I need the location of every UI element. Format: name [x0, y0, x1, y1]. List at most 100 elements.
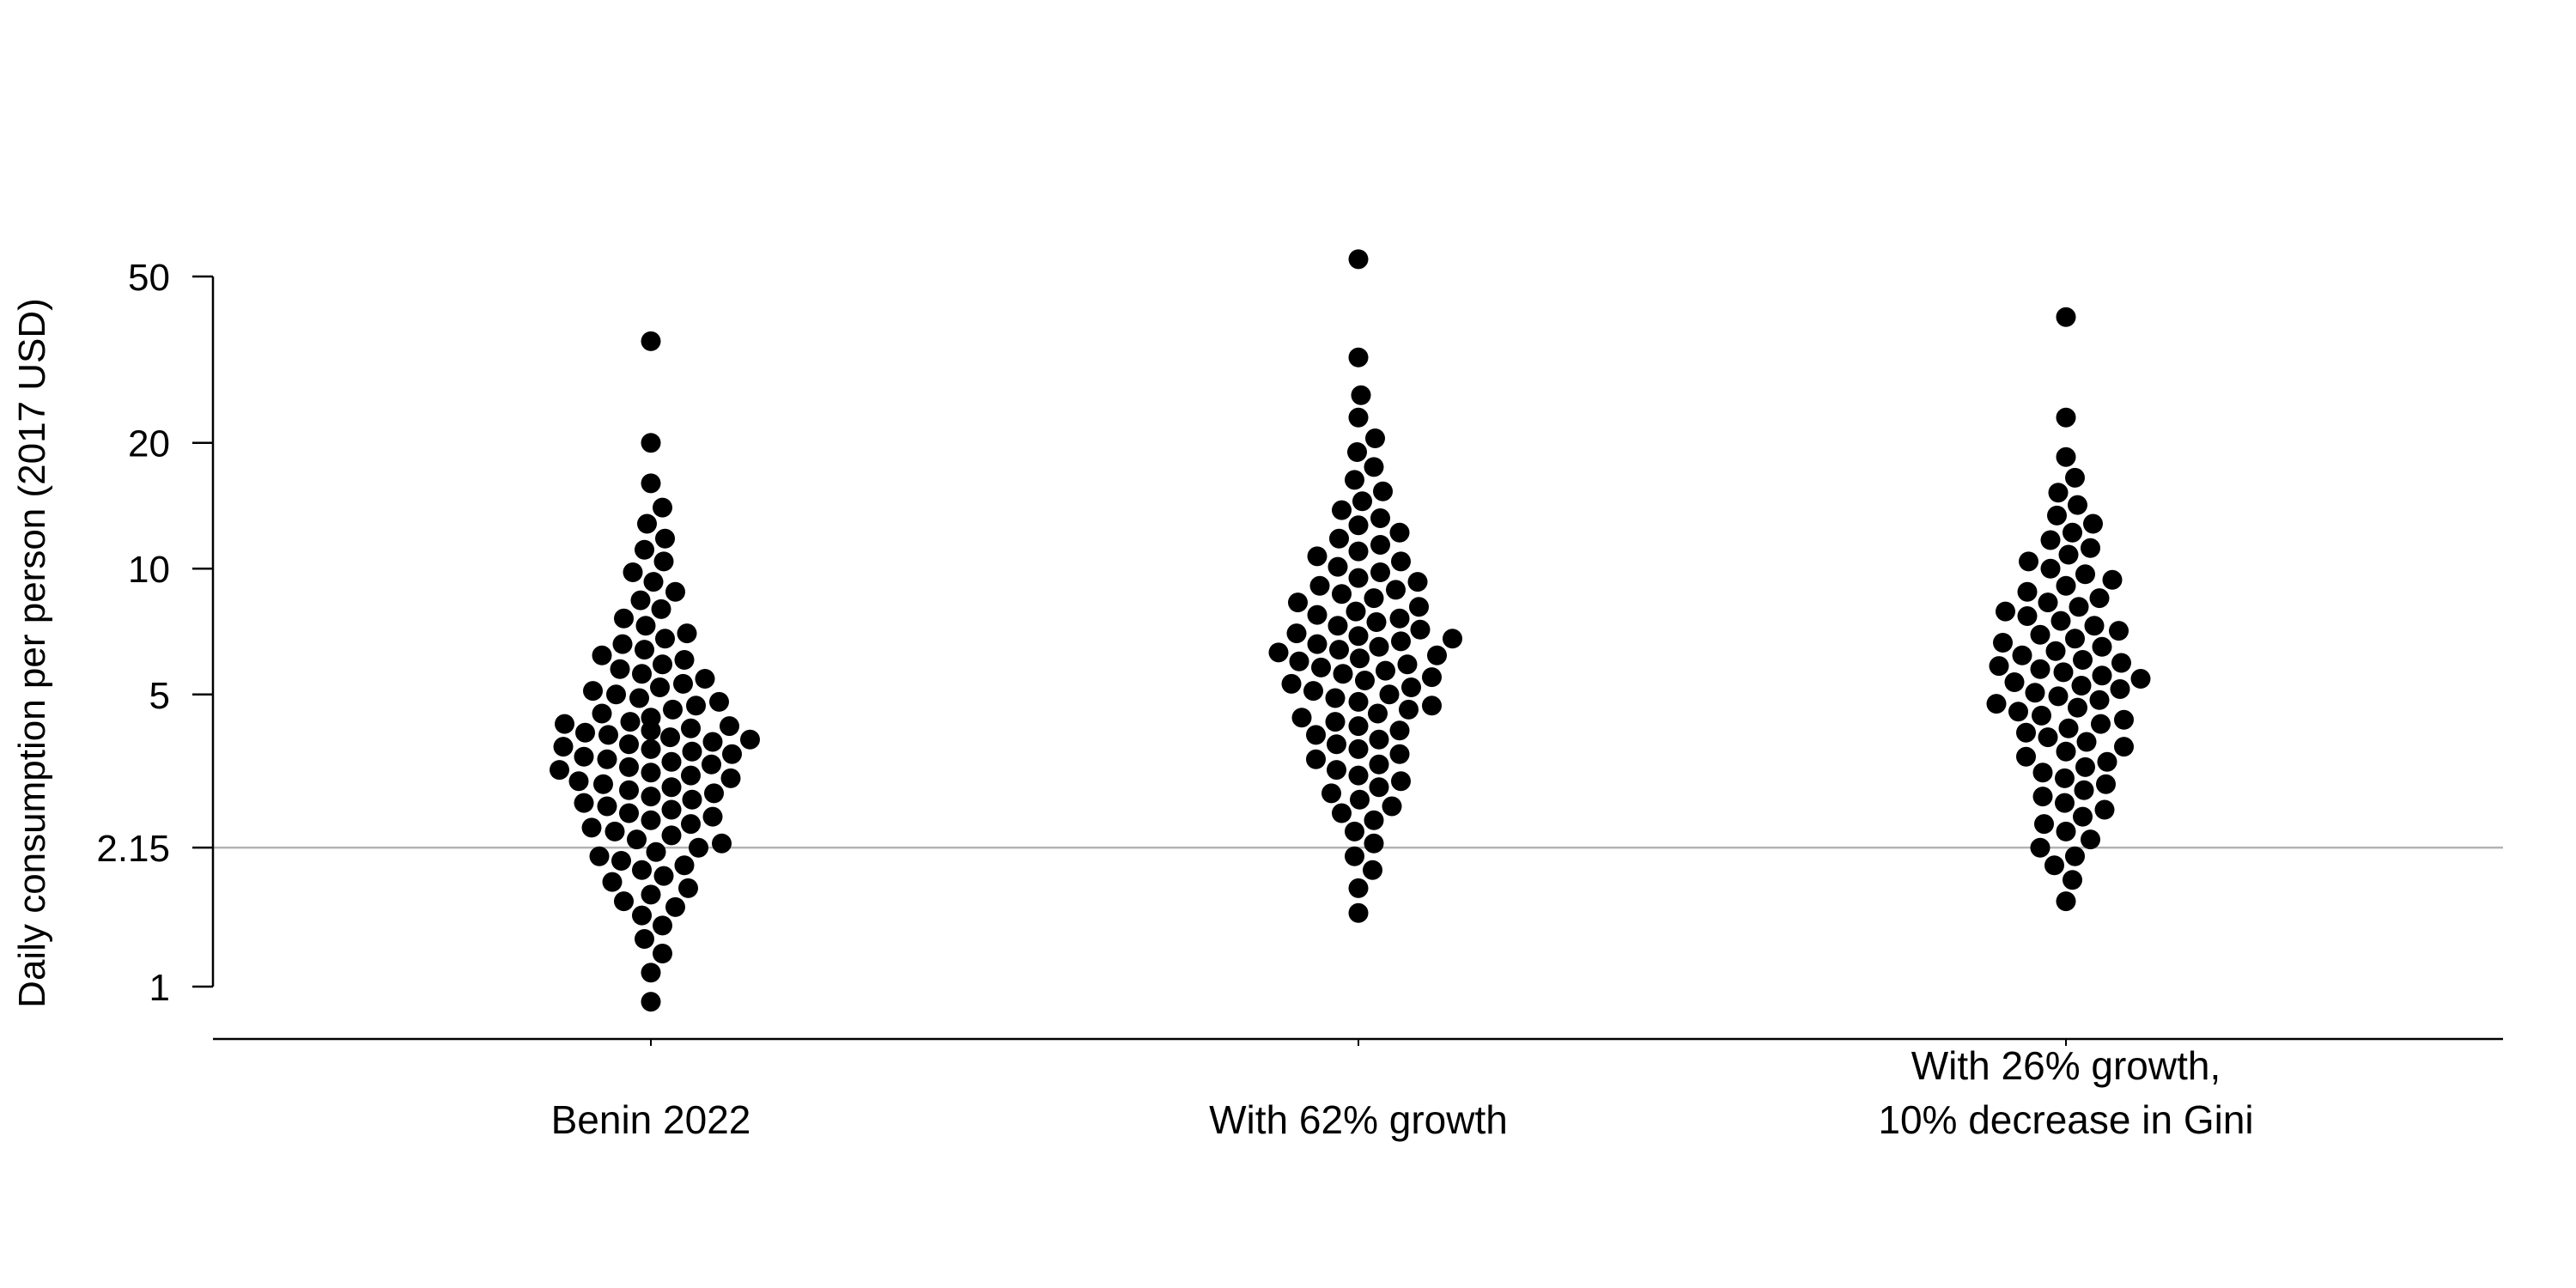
data-point-s0-9 [678, 878, 698, 898]
data-point-s2-10 [2055, 793, 2075, 813]
data-point-s1-22 [1389, 720, 1410, 741]
data-point-s0-55 [575, 722, 595, 743]
data-point-s0-45 [574, 746, 594, 767]
data-point-s2-36 [2004, 672, 2025, 692]
data-point-s1-81 [1347, 442, 1367, 462]
data-point-s0-4 [653, 915, 672, 936]
data-point-s1-21 [1306, 725, 1326, 745]
data-point-s1-8 [1382, 796, 1402, 817]
data-point-s2-26 [2114, 709, 2134, 730]
data-point-s2-64 [2058, 544, 2079, 565]
data-point-s1-79 [1345, 470, 1364, 490]
data-point-s1-41 [1289, 651, 1309, 671]
data-point-s2-16 [2075, 756, 2095, 777]
data-point-s0-72 [632, 664, 652, 684]
data-point-s0-24 [641, 810, 661, 830]
data-point-s0-51 [702, 732, 723, 752]
data-point-s1-9 [1350, 789, 1370, 810]
data-point-s1-85 [1348, 347, 1369, 368]
points-layer [550, 249, 2151, 1012]
data-point-s1-53 [1327, 616, 1348, 636]
data-point-s1-35 [1355, 671, 1375, 690]
data-point-s1-38 [1376, 660, 1395, 681]
data-point-s1-50 [1348, 626, 1369, 647]
data-point-s0-79 [655, 629, 675, 649]
y-tick-label-0: 1 [149, 967, 170, 1009]
data-point-s0-27 [661, 799, 682, 820]
data-point-s1-68 [1391, 551, 1411, 572]
data-point-s0-22 [581, 817, 602, 838]
data-point-s0-68 [583, 681, 603, 702]
data-point-s0-85 [665, 581, 685, 602]
data-point-s2-70 [2068, 495, 2087, 515]
data-point-s1-17 [1389, 744, 1410, 764]
data-point-s1-46 [1369, 636, 1389, 657]
data-point-s1-75 [1370, 508, 1390, 528]
data-point-s1-39 [1311, 657, 1331, 677]
data-point-s2-24 [2058, 718, 2079, 738]
data-point-s1-66 [1370, 562, 1390, 582]
data-point-s1-37 [1333, 664, 1353, 684]
data-point-s2-56 [2038, 592, 2058, 613]
data-point-s0-33 [619, 780, 639, 800]
data-point-s1-14 [1327, 760, 1346, 781]
data-point-s0-12 [632, 860, 652, 880]
data-point-s2-23 [2016, 722, 2036, 743]
data-point-s0-86 [643, 572, 664, 592]
data-point-s1-55 [1389, 608, 1410, 629]
data-point-s1-3 [1345, 846, 1364, 866]
data-point-s2-9 [2094, 799, 2115, 820]
data-point-s2-62 [2040, 558, 2061, 579]
data-point-s0-80 [677, 623, 697, 644]
data-point-s0-50 [619, 734, 639, 755]
data-point-s1-43 [1427, 645, 1447, 665]
data-point-s1-54 [1366, 612, 1387, 632]
data-point-s1-56 [1307, 605, 1327, 625]
data-point-s2-12 [2074, 780, 2094, 800]
data-point-s0-54 [598, 725, 618, 745]
data-point-s0-25 [702, 806, 723, 827]
data-point-s2-53 [2017, 606, 2038, 626]
data-point-s1-86 [1348, 249, 1369, 270]
data-point-s1-36 [1422, 667, 1442, 688]
data-point-s2-25 [2091, 714, 2111, 734]
data-point-s1-63 [1309, 575, 1330, 596]
data-point-s1-60 [1364, 588, 1384, 609]
data-point-s2-13 [2096, 774, 2116, 794]
data-point-s2-31 [2089, 690, 2110, 710]
data-point-s2-63 [2019, 551, 2038, 572]
data-point-s0-69 [650, 677, 670, 697]
data-point-s1-80 [1364, 457, 1384, 477]
data-point-s0-19 [627, 829, 647, 850]
data-point-s0-35 [593, 774, 613, 794]
data-point-s1-23 [1348, 716, 1369, 737]
data-point-s2-8 [2073, 806, 2093, 827]
data-point-s0-66 [629, 688, 649, 708]
data-point-s1-20 [1369, 729, 1389, 750]
data-point-s2-28 [2008, 702, 2028, 722]
data-point-s1-62 [1386, 580, 1406, 600]
data-point-s1-0 [1348, 902, 1369, 923]
data-point-s0-31 [641, 787, 661, 807]
data-point-s0-46 [722, 744, 742, 764]
data-point-s0-82 [614, 608, 634, 629]
data-point-s2-55 [2069, 597, 2089, 617]
data-point-s0-71 [695, 669, 715, 689]
y-tick-label-5: 50 [128, 257, 170, 299]
data-point-s1-61 [1332, 584, 1352, 605]
data-point-s0-14 [611, 851, 631, 871]
data-point-s0-75 [674, 650, 695, 670]
data-point-s2-34 [2110, 679, 2130, 699]
data-point-s0-58 [720, 716, 739, 737]
data-point-s1-7 [1332, 803, 1352, 823]
data-point-s2-3 [2065, 846, 2085, 866]
data-point-s1-70 [1348, 541, 1369, 562]
data-point-s2-44 [2012, 645, 2032, 665]
data-point-s0-6 [665, 896, 685, 917]
data-point-s0-7 [614, 891, 634, 912]
data-point-s2-4 [2030, 837, 2050, 858]
data-point-s1-71 [1370, 535, 1390, 555]
data-point-s1-69 [1307, 546, 1327, 567]
data-point-s0-93 [641, 473, 661, 494]
